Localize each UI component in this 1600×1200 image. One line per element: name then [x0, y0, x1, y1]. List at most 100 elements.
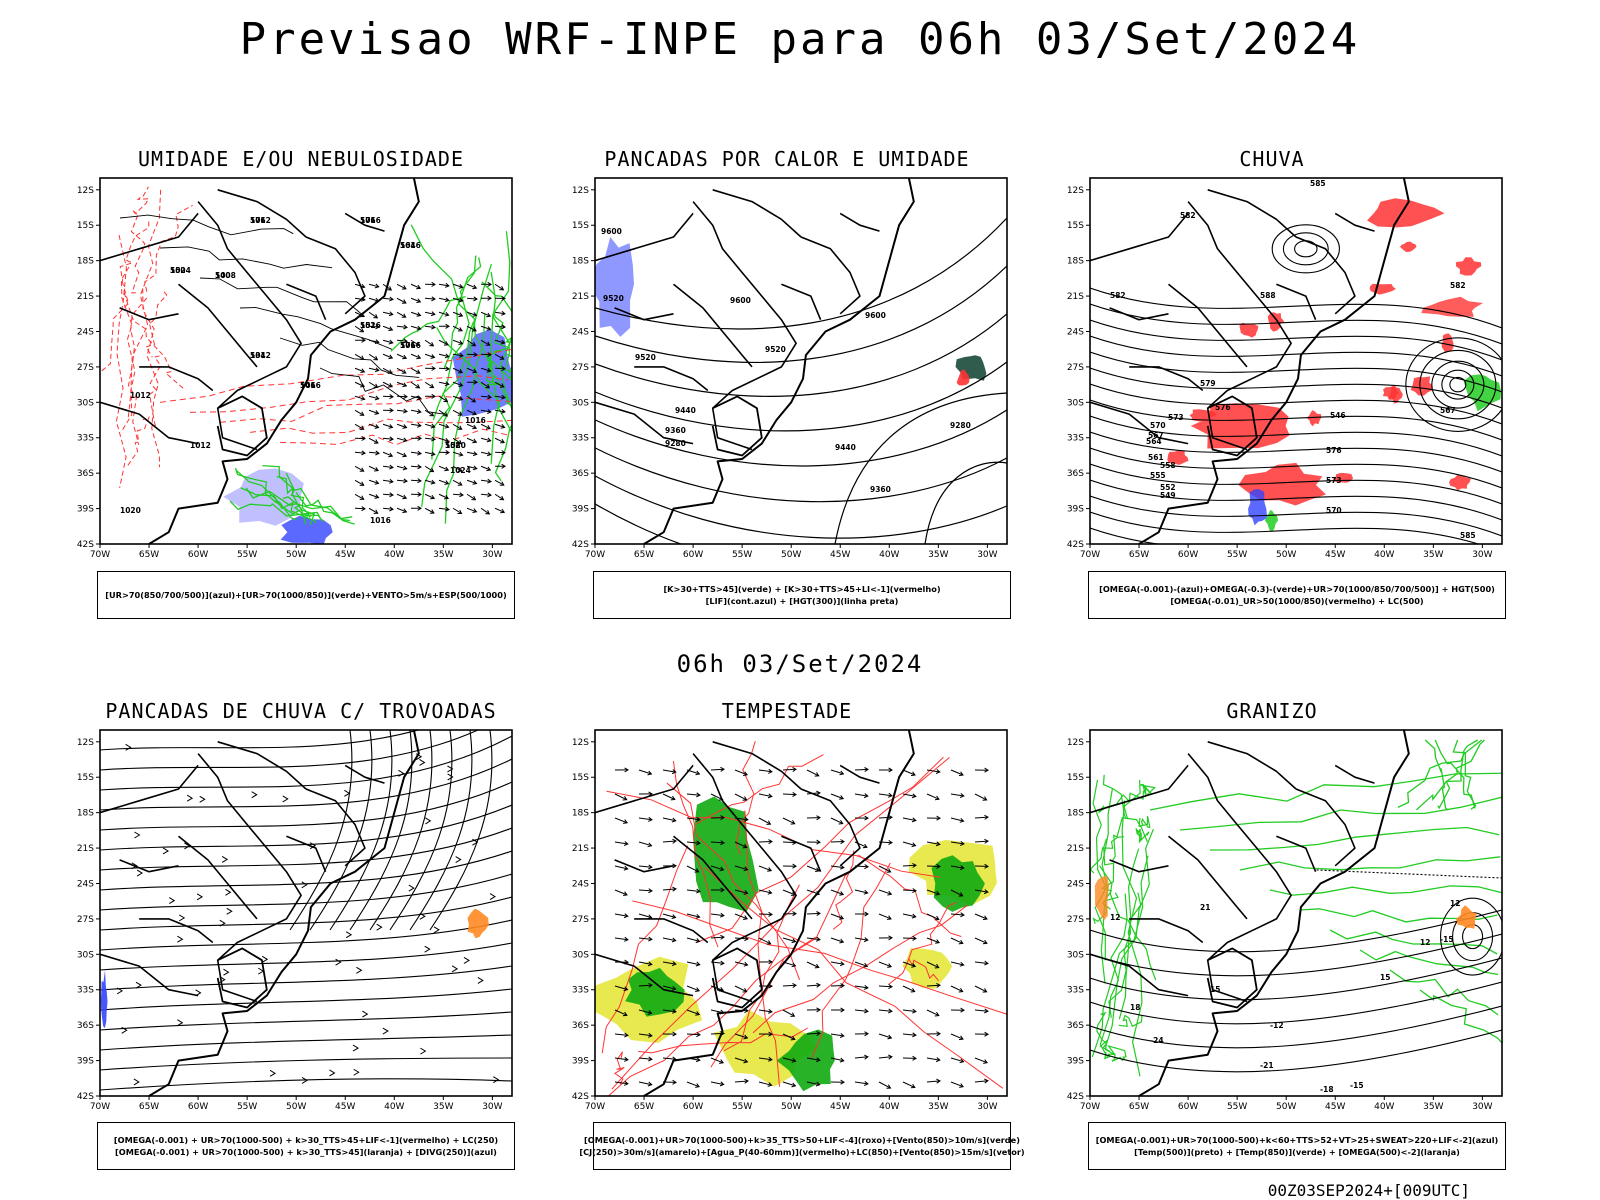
temp850-green-contour — [1239, 856, 1501, 871]
lat-label: 30S — [77, 398, 94, 408]
wind-vector-head — [743, 961, 749, 967]
wind-vector — [662, 937, 676, 942]
temp850-green-contour — [1138, 816, 1151, 829]
wind-vector-head — [444, 480, 450, 485]
wind-vector-head — [791, 938, 797, 944]
wind-vector — [950, 1081, 964, 1088]
wind-vector — [974, 1080, 988, 1083]
wind-vector — [382, 423, 393, 428]
wind-vector — [686, 937, 700, 942]
humidity-green-contour — [410, 224, 510, 379]
wind-vector-head — [361, 337, 366, 343]
temp850-green-contour — [1096, 1011, 1111, 1052]
temp500-contour — [1090, 1029, 1502, 1073]
wind-vector — [854, 889, 868, 894]
lat-label: 36S — [572, 469, 589, 479]
wind-vector — [734, 889, 748, 894]
lon-label: 30W — [482, 550, 502, 560]
contour-label: -15 — [1440, 935, 1454, 944]
wind-vector — [410, 339, 420, 346]
streamline-arrow — [335, 958, 342, 966]
wind-vector-head — [815, 1081, 821, 1087]
hgt500-contour — [1090, 287, 1502, 329]
wind850-green-area — [625, 967, 685, 1017]
wind-vector — [452, 423, 462, 430]
wind-vector — [878, 1081, 891, 1089]
country-border — [595, 764, 694, 814]
wind-vector-head — [623, 986, 629, 992]
wind-vector — [902, 985, 915, 993]
map-body: 1012 1016 1016 1004 1008 1016 1016 1012 1016 1020… — [100, 178, 512, 544]
rain-red-area — [1306, 410, 1322, 427]
wind-vector-head — [403, 408, 408, 414]
wind-vector — [368, 297, 379, 302]
wind-vector — [480, 367, 491, 372]
wind-vector-head — [720, 912, 725, 918]
streamline — [100, 919, 512, 951]
wind-vector-head — [501, 408, 506, 414]
lat-label: 30S — [1067, 950, 1084, 960]
wind-vector-head — [389, 506, 394, 512]
temp500-contour — [1440, 897, 1502, 976]
wind-vector-head — [840, 1079, 845, 1085]
wind-vector-head — [387, 369, 393, 374]
contour-label: 576 — [1326, 446, 1342, 455]
wind-vector-head — [359, 495, 365, 500]
country-border — [672, 283, 753, 368]
wind-vector-head — [647, 961, 653, 967]
wind-vector-head — [445, 506, 450, 512]
wind-vector — [424, 381, 434, 389]
country-border — [781, 283, 822, 321]
hgt300-contours — [595, 217, 1007, 544]
jet-yellow-area — [902, 948, 953, 989]
wind-vector-head — [417, 478, 422, 484]
wind-vector-head — [790, 1035, 796, 1041]
contour-label: 1012 — [130, 391, 151, 400]
lon-label: 60W — [683, 1102, 703, 1112]
wind-vector-head — [648, 816, 653, 822]
wind-vector — [974, 1009, 988, 1012]
wind-vector — [452, 339, 463, 345]
wind-vector-head — [648, 1032, 653, 1038]
lat-label: 42S — [572, 1092, 589, 1102]
wind-vector-head — [912, 888, 917, 894]
wind-vector — [438, 381, 449, 385]
wind-vector-head — [743, 866, 749, 872]
wind-vector-head — [387, 286, 393, 291]
contour-label: 1016 — [360, 216, 381, 225]
contour-label: 576 — [400, 341, 416, 350]
wind-vector-head — [486, 451, 492, 457]
wind-vector — [480, 465, 491, 471]
rain-red-area — [1267, 312, 1285, 332]
wind-vector-head — [911, 817, 917, 823]
legend-line: [OMEGA(-0.001)+UR>70(1000-500)+k<60+TTS>… — [1095, 1135, 1499, 1145]
temp850-green-contour — [1104, 1051, 1124, 1062]
wind850-green-area — [776, 1029, 835, 1092]
wind-vector-head — [487, 478, 492, 484]
streamline-arrow — [447, 765, 454, 773]
map-frame — [1089, 177, 1503, 545]
wind-vector — [382, 451, 393, 457]
contour-label: -21 — [1260, 1061, 1274, 1070]
panel-title-granizo: GRANIZO — [1226, 699, 1318, 723]
country-border — [1090, 764, 1189, 814]
wind-vector — [494, 409, 505, 413]
lat-label: 21S — [77, 844, 94, 854]
wind-vector — [758, 841, 773, 843]
thickness-red-contour — [219, 395, 511, 423]
wind-vector-head — [887, 1034, 893, 1040]
wind-vector-head — [647, 842, 653, 848]
wind-vector-head — [430, 451, 436, 457]
wind-vector-head — [743, 1034, 749, 1040]
thickness-red-contour — [100, 266, 130, 373]
low-pressure-contour — [1431, 360, 1485, 409]
temp850-green-contour — [1209, 826, 1500, 851]
temp850-green-contour — [1108, 892, 1142, 1018]
humidity-green-contour — [481, 281, 512, 313]
streamline — [100, 827, 512, 871]
wind-vector — [758, 769, 772, 773]
lat-label: 27S — [572, 915, 589, 925]
wind-vector — [734, 1033, 748, 1039]
temp500-contours — [1090, 869, 1502, 1073]
rain-red-area — [1400, 241, 1417, 252]
